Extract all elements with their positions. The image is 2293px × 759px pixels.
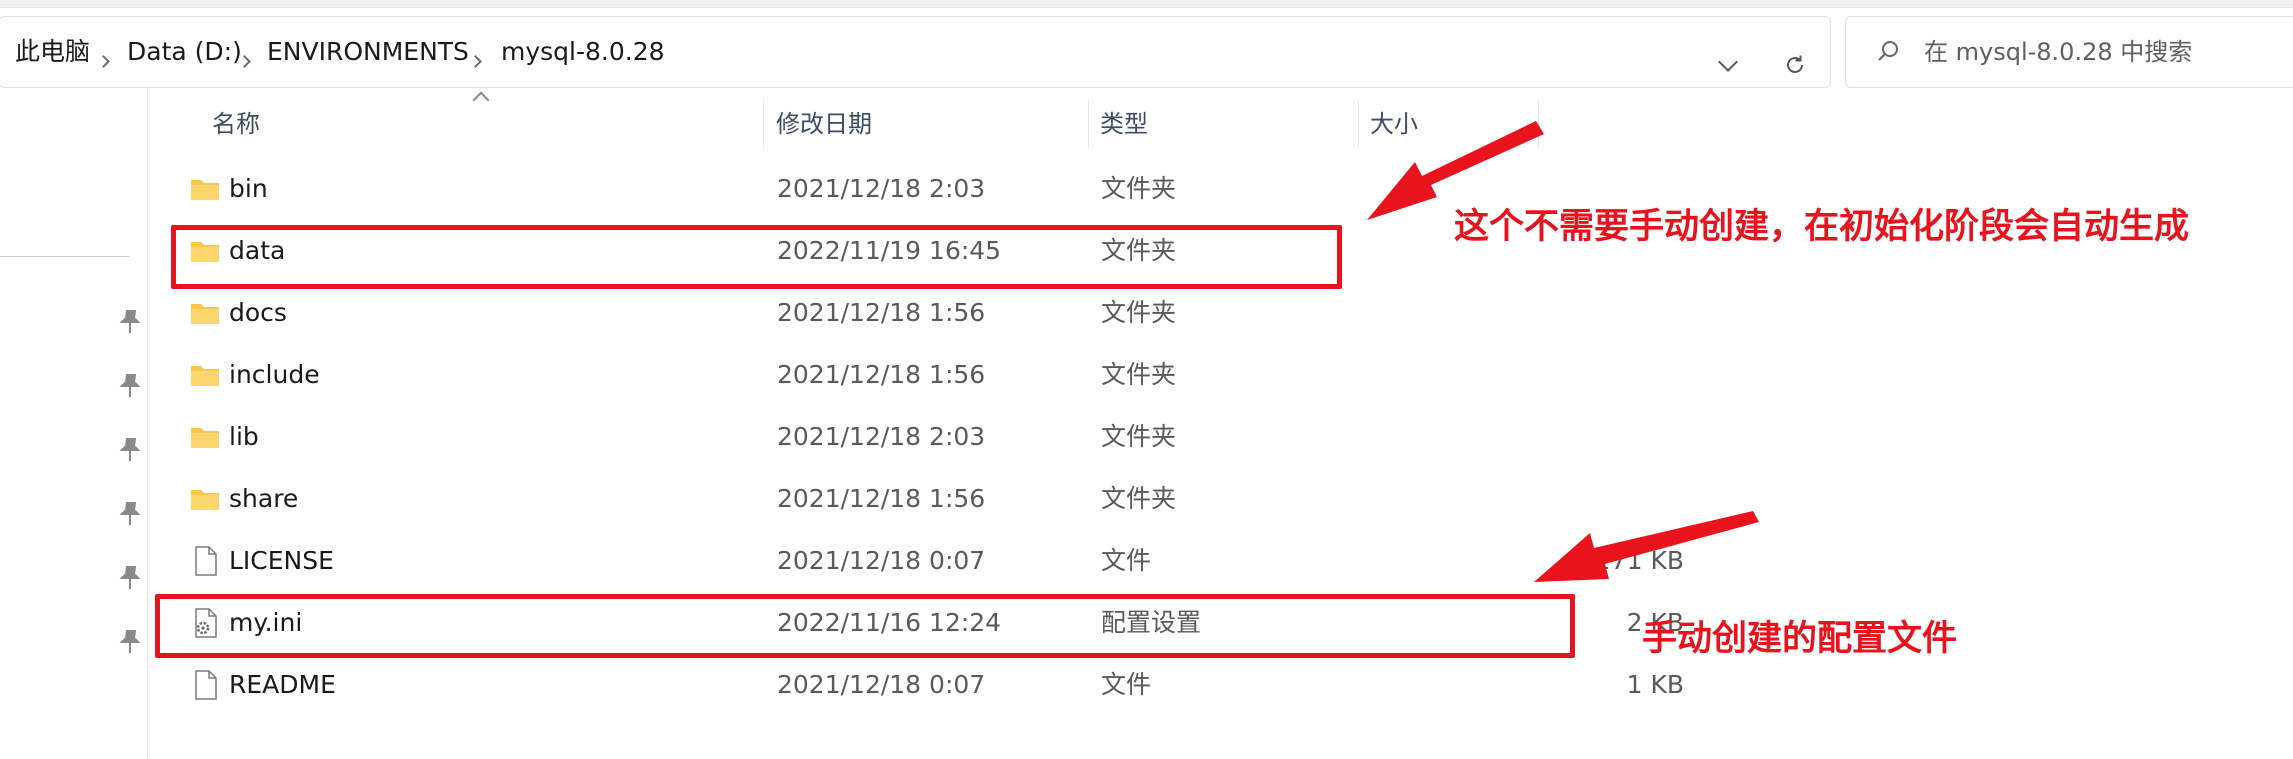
file-date: 2021/12/18 1:56 [777,360,986,389]
column-header-name[interactable]: 名称 [212,110,260,138]
file-date: 2021/12/18 1:56 [777,298,986,327]
file-icon [195,546,217,576]
file-date: 2021/12/18 1:56 [777,484,986,513]
pin-icon[interactable] [119,437,141,463]
search-box[interactable] [1845,16,2293,88]
address-bar[interactable]: 此电脑 Data (D:) ENVIRONMENTS mysql-8.0.28 [0,16,1831,88]
file-type: 配置设置 [1101,608,1202,637]
file-type: 文件 [1101,670,1152,699]
file-name: README [229,670,336,699]
highlight-box-my-ini [155,594,1575,658]
breadcrumb-environments[interactable]: ENVIRONMENTS [267,37,469,66]
file-date: 2021/12/18 0:07 [777,670,986,699]
file-row-my-ini[interactable]: my.ini 2022/11/16 12:24 配置设置 2 KB [160,592,1684,654]
folder-icon [191,490,219,510]
pin-icon[interactable] [119,565,141,591]
file-type: 文件夹 [1101,422,1177,451]
folder-icon [191,428,219,448]
file-name: data [229,236,286,265]
file-row-data[interactable]: data 2022/11/19 16:45 文件夹 [160,220,1550,282]
folder-icon [191,242,219,262]
file-name: include [229,360,320,389]
window-top-edge [0,0,2293,8]
navigation-pane [0,88,148,759]
file-name: docs [229,298,287,327]
file-date: 2021/12/18 0:07 [777,546,986,575]
pin-icon[interactable] [119,373,141,399]
file-type: 文件 [1101,546,1152,575]
search-input[interactable] [1924,17,2293,87]
file-icon [195,670,217,700]
search-icon [1878,41,1898,61]
file-row-license[interactable]: LICENSE 2021/12/18 0:07 文件 271 KB [160,530,1684,592]
column-header-date[interactable]: 修改日期 [776,110,872,138]
highlight-box-data [171,225,1342,289]
folder-icon [191,180,219,200]
file-date: 2021/12/18 2:03 [777,174,986,203]
pin-icon[interactable] [119,501,141,527]
column-separator[interactable] [1088,100,1089,148]
file-date: 2022/11/19 16:45 [777,236,1002,265]
pin-icon[interactable] [119,309,141,335]
annotation-data-note: 这个不需要手动创建，在初始化阶段会自动生成 [1454,207,2190,247]
column-separator[interactable] [763,100,764,148]
folder-icon [191,304,219,324]
file-row-readme[interactable]: README 2021/12/18 0:07 文件 1 KB [160,654,1684,716]
file-date: 2022/11/16 12:24 [777,608,1002,637]
column-header-size[interactable]: 大小 [1370,110,1418,138]
arrow-to-license-icon [1534,511,1759,582]
file-row-lib[interactable]: lib 2021/12/18 2:03 文件夹 [160,406,1550,468]
file-name: lib [229,422,259,451]
settings-file-icon [195,608,217,638]
file-type: 文件夹 [1101,360,1177,389]
breadcrumb-this-pc[interactable]: 此电脑 [15,37,91,66]
file-type: 文件夹 [1101,174,1177,203]
file-name: LICENSE [229,546,334,575]
file-name: bin [229,174,268,203]
column-separator[interactable] [1358,100,1359,148]
file-type: 文件夹 [1101,484,1177,513]
file-type: 文件夹 [1101,298,1177,327]
file-row-include[interactable]: include 2021/12/18 1:56 文件夹 [160,344,1550,406]
refresh-icon[interactable] [1783,53,1807,77]
column-header-type[interactable]: 类型 [1100,110,1148,138]
file-name: share [229,484,299,513]
pin-icon[interactable] [119,629,141,655]
breadcrumb-data-drive[interactable]: Data (D:) [127,37,242,66]
file-name: my.ini [229,608,303,637]
breadcrumb-mysql[interactable]: mysql-8.0.28 [501,37,665,66]
column-separator[interactable] [1538,100,1539,148]
arrow-to-data-icon [1367,121,1544,220]
file-size: 1 KB [1626,670,1684,699]
file-row-bin[interactable]: bin 2021/12/18 2:03 文件夹 [160,158,1550,220]
file-row-docs[interactable]: docs 2021/12/18 1:56 文件夹 [160,282,1550,344]
file-row-share[interactable]: share 2021/12/18 1:56 文件夹 [160,468,1550,530]
file-type: 文件夹 [1101,236,1177,265]
annotation-ini-note: 手动创建的配置文件 [1642,619,1958,659]
file-date: 2021/12/18 2:03 [777,422,986,451]
folder-icon [191,366,219,386]
file-size: 2 KB [1626,608,1684,637]
nav-divider [0,256,130,257]
